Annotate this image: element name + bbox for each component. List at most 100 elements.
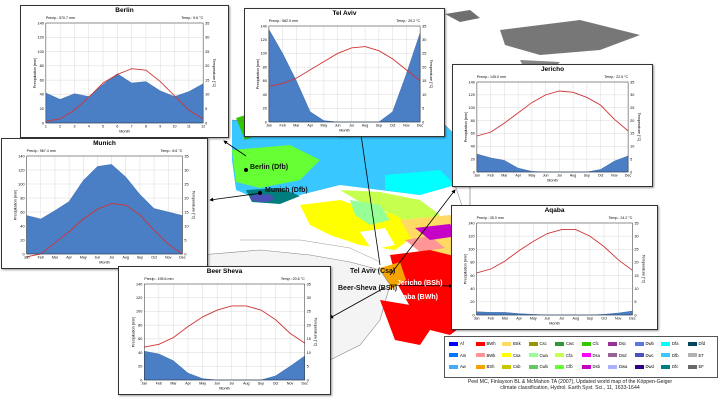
chart-aqaba-temp-line xyxy=(476,229,633,274)
chart-jericho-ylabel: Precipitation [mm] xyxy=(464,112,468,142)
chart-munich-ytick-label: 120 xyxy=(18,168,24,172)
legend-label: Dwd xyxy=(645,364,654,369)
chart-tel-aviv-xtick-label: Sep xyxy=(376,124,382,128)
legend-item-csb: Csb xyxy=(502,364,520,369)
legend-swatch xyxy=(687,341,697,346)
legend-item-cfb: Cfb xyxy=(555,364,573,369)
legend-item-dfb: Dfb xyxy=(661,353,679,358)
chart-tel-aviv-xtick-label: Jan xyxy=(266,124,272,128)
chart-berlin-y2tick-label: 5 xyxy=(205,107,207,111)
chart-berlin-xtick-label: 6 xyxy=(116,125,118,129)
city-label-jericho: Jericho (BSh) xyxy=(397,280,443,287)
chart-aqaba-precip-total: Precip.: 35.3 mm xyxy=(476,216,504,220)
chart-aqaba-xtick-label: Dec xyxy=(629,317,636,321)
city-label-beersheva: Beer-Sheva (BSh) xyxy=(338,285,398,292)
chart-aqaba-precip-area xyxy=(476,310,633,316)
legend-label: Dsc xyxy=(619,341,627,346)
chart-aqaba-xtick-label: May xyxy=(530,317,537,321)
chart-munich-ytick-label: 40 xyxy=(20,224,24,228)
city-dot-munich xyxy=(258,191,262,195)
chart-jericho-xtick-label: Feb xyxy=(488,174,494,178)
koppen-legend: Af Am Aw BWh BWk BSh BSk Csa Csb Csc Cwa Cwb Cwc Cfa C… xyxy=(444,336,718,378)
chart-aqaba-y2tick-label: 20 xyxy=(634,261,638,265)
chart-munich-xtick-label: Jul xyxy=(109,256,114,260)
legend-swatch xyxy=(555,341,564,346)
chart-berlin-xtick-label: 7 xyxy=(131,125,133,129)
legend-swatch xyxy=(449,353,458,358)
legend-swatch xyxy=(555,353,564,358)
source-citation: Peel MC, Finlayson BL & McMahon TA (2007… xyxy=(422,379,718,392)
chart-beer-sheva-xtick-label: Aug xyxy=(243,382,249,386)
legend-label: Dfd xyxy=(698,341,706,346)
map-land-top xyxy=(445,10,480,22)
legend-item-dfa: Dfa xyxy=(661,341,679,346)
chart-aqaba-y2tick-label: 5 xyxy=(634,300,636,304)
chart-beer-sheva-xtick-label: Jan xyxy=(141,382,147,386)
legend-item-dfd: Dfd xyxy=(687,341,706,346)
chart-beer-sheva-xtick-label: Apr xyxy=(185,382,191,386)
chart-munich-ytick-label: 80 xyxy=(20,196,24,200)
legend-item-aw: Aw xyxy=(449,364,466,369)
chart-aqaba-xtick-label: Nov xyxy=(615,317,622,321)
legend-swatch xyxy=(581,341,591,346)
legend-item-am: Am xyxy=(449,353,466,358)
city-dot-berlin xyxy=(244,168,248,172)
legend-label: ET xyxy=(698,352,704,358)
chart-berlin-y2tick-label: 25 xyxy=(205,50,209,54)
chart-berlin-xtick-label: 3 xyxy=(73,125,75,129)
chart-tel-aviv-y2tick-label: 0 xyxy=(422,120,424,124)
chart-berlin-ytick-label: 140 xyxy=(37,21,43,25)
chart-munich-precip-area xyxy=(26,164,183,255)
chart-tel-aviv-axes xyxy=(268,25,421,123)
legend-swatch xyxy=(608,364,617,369)
chart-beer-sheva-ytick-label: 120 xyxy=(136,296,142,300)
chart-jericho-ytick-label: 120 xyxy=(469,93,475,97)
chart-tel-aviv-xtick-label: Dec xyxy=(417,124,424,128)
chart-tel-aviv-ytick-label: 120 xyxy=(261,38,267,42)
legend-item-af: Af xyxy=(449,341,464,346)
chart-jericho-xtick-label: Aug xyxy=(570,174,576,178)
chart-jericho-ytick-label: 40 xyxy=(471,145,475,149)
chart-jericho-axes xyxy=(476,81,629,173)
chart-tel-aviv-ytick-label: 140 xyxy=(261,24,267,28)
legend-swatch xyxy=(528,353,538,358)
chart-tel-aviv-y2tick-label: 5 xyxy=(422,107,424,111)
chart-munich-axes xyxy=(26,155,183,255)
legend-label: Dwc xyxy=(645,352,654,358)
chart-jericho-precip-total: Precip.: 145.0 mm xyxy=(476,75,507,79)
legend-swatch xyxy=(661,341,670,346)
legend-label: Cwb xyxy=(539,364,548,369)
chart-jericho-y2tick-label: 20 xyxy=(630,119,634,123)
chart-berlin-temp-line xyxy=(45,68,204,123)
chart-beer-sheva-axes xyxy=(144,283,305,381)
chart-munich-temp-line xyxy=(26,203,183,258)
chart-munich-ytick-label: 60 xyxy=(20,210,24,214)
chart-tel-aviv-ytick-label: 80 xyxy=(263,65,267,69)
chart-beer-sheva-y2tick-label: 20 xyxy=(307,323,311,327)
chart-aqaba-xtick-label: Oct xyxy=(601,317,607,321)
chart-aqaba-xtick-label: Apr xyxy=(516,317,522,321)
legend-item-csc: Csc xyxy=(528,341,547,346)
legend-item-cwa: Cwa xyxy=(528,353,548,358)
chart-jericho-xtick-label: Jun xyxy=(543,174,549,178)
legend-item-cwb: Cwb xyxy=(528,364,548,369)
chart-aqaba-xtick-label: Feb xyxy=(488,317,494,321)
legend-label: Dsa xyxy=(592,352,600,358)
legend-swatch xyxy=(581,364,591,369)
chart-aqaba-y2tick-label: 10 xyxy=(634,287,638,291)
chart-tel-aviv-ytick-label: 0 xyxy=(265,120,267,124)
chart-tel-aviv-xtick-label: May xyxy=(320,124,327,128)
source-line-2: climate classification, Hydrol. Earth Sy… xyxy=(500,385,640,392)
legend-item-dwb: Dwb xyxy=(634,341,654,346)
legend-label: Cfc xyxy=(592,341,599,346)
chart-aqaba-ytick-label: 80 xyxy=(470,261,474,265)
city-label-aqaba: Aqaba (BWh) xyxy=(394,294,438,301)
chart-aqaba-ytick-label: 140 xyxy=(468,221,474,225)
chart-jericho-ytick-label: 100 xyxy=(469,106,475,110)
chart-aqaba-title: Aqaba xyxy=(544,207,565,214)
chart-beer-sheva-xtick-label: Dec xyxy=(301,382,308,386)
chart-tel-aviv-ytick-label: 60 xyxy=(263,79,267,83)
legend-label: Dfc xyxy=(672,364,679,369)
chart-tel-aviv-xtick-label: Oct xyxy=(390,124,396,128)
